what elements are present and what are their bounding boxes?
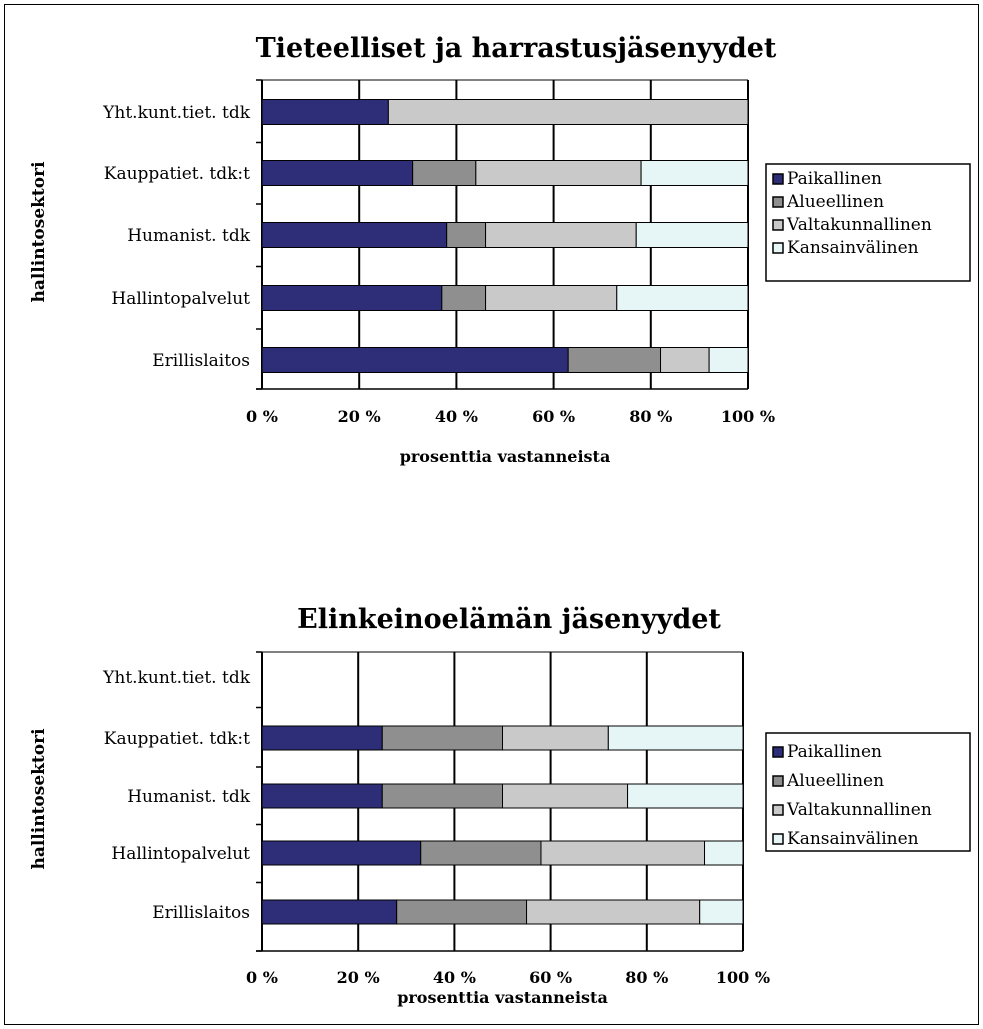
category-label: Kauppatiet. tdk:t <box>104 729 250 749</box>
bar-segment <box>381 783 503 809</box>
category-label: Hallintopalvelut <box>111 289 250 309</box>
legend-label: Valtakunnallinen <box>786 800 932 820</box>
bar-segment <box>660 347 710 373</box>
bar-segment <box>446 222 487 248</box>
bar-segment <box>261 783 383 809</box>
bar-segment <box>420 840 542 866</box>
x-tick-label: 20 % <box>338 407 381 426</box>
bar-segment <box>640 160 749 186</box>
bar-segment <box>635 222 749 248</box>
bar-segment <box>261 725 383 751</box>
legend-swatch <box>772 219 784 231</box>
category-label: Hallintopalvelut <box>111 844 250 864</box>
legend-swatch <box>772 242 784 254</box>
bar-segment <box>708 347 749 373</box>
x-tick-label: 40 % <box>433 968 476 987</box>
x-tick-label: 100 % <box>716 968 770 987</box>
bar-segment <box>441 285 487 311</box>
legend-label: Paikallinen <box>787 169 882 189</box>
bar-segment <box>485 222 637 248</box>
legend-swatch <box>772 746 784 758</box>
x-axis-label: prosenttia vastanneista <box>397 988 608 1007</box>
bar-segment <box>502 725 609 751</box>
bar-segment <box>627 783 744 809</box>
legend-swatch <box>772 196 784 208</box>
bar-segment <box>396 899 528 925</box>
y-axis-label: hallintosektori <box>29 161 49 303</box>
bar-segment <box>412 160 477 186</box>
bar-segment <box>261 160 414 186</box>
legend-label: Valtakunnallinen <box>786 215 932 235</box>
category-label: Erillislaitos <box>152 903 250 923</box>
legend-swatch <box>772 804 784 816</box>
bar-segment <box>387 99 749 125</box>
x-axis-label: prosenttia vastanneista <box>400 447 611 466</box>
bar-segment <box>699 899 744 925</box>
bar-segment <box>261 99 389 125</box>
legend-swatch <box>772 833 784 845</box>
bar-segment <box>261 840 422 866</box>
bar-segment <box>475 160 642 186</box>
chart-frame <box>4 4 979 1025</box>
x-tick-label: 100 % <box>721 407 775 426</box>
category-label: Humanist. tdk <box>127 226 250 246</box>
legend-swatch <box>772 173 784 185</box>
bar-segment <box>381 725 503 751</box>
x-tick-label: 0 % <box>246 407 278 426</box>
bar-segment <box>607 725 744 751</box>
bar-segment <box>704 840 744 866</box>
chart-title: Tieteelliset ja harrastusjäsenyydet <box>256 33 777 64</box>
bar-segment <box>526 899 701 925</box>
legend-label: Kansainvälinen <box>787 829 919 849</box>
legend-label: Paikallinen <box>787 742 882 762</box>
bar-segment <box>261 285 443 311</box>
bar-segment <box>261 347 569 373</box>
bar-segment <box>261 899 398 925</box>
x-tick-label: 60 % <box>532 407 575 426</box>
category-label: Humanist. tdk <box>127 787 250 807</box>
x-tick-label: 0 % <box>246 968 278 987</box>
legend-box <box>765 732 971 852</box>
category-label: Yht.kunt.tiet. tdk <box>102 668 251 688</box>
legend-swatch <box>772 775 784 787</box>
x-tick-label: 80 % <box>625 968 668 987</box>
bar-segment <box>485 285 618 311</box>
bar-segment <box>567 347 662 373</box>
x-tick-label: 60 % <box>529 968 572 987</box>
x-tick-label: 80 % <box>629 407 672 426</box>
x-tick-label: 20 % <box>337 968 380 987</box>
bar-segment <box>616 285 749 311</box>
legend-box <box>765 163 971 282</box>
chart-title: Elinkeinoelämän jäsenyydet <box>297 604 721 635</box>
category-label: Erillislaitos <box>152 351 250 371</box>
x-tick-label: 40 % <box>435 407 478 426</box>
bar-segment <box>540 840 706 866</box>
category-label: Yht.kunt.tiet. tdk <box>102 103 251 123</box>
bar-segment <box>502 783 629 809</box>
legend-label: Alueellinen <box>786 771 884 791</box>
y-axis-label: hallintosektori <box>29 728 49 870</box>
category-label: Kauppatiet. tdk:t <box>104 164 250 184</box>
legend-label: Alueellinen <box>786 192 884 212</box>
legend-label: Kansainvälinen <box>787 238 919 258</box>
bar-segment <box>261 222 448 248</box>
